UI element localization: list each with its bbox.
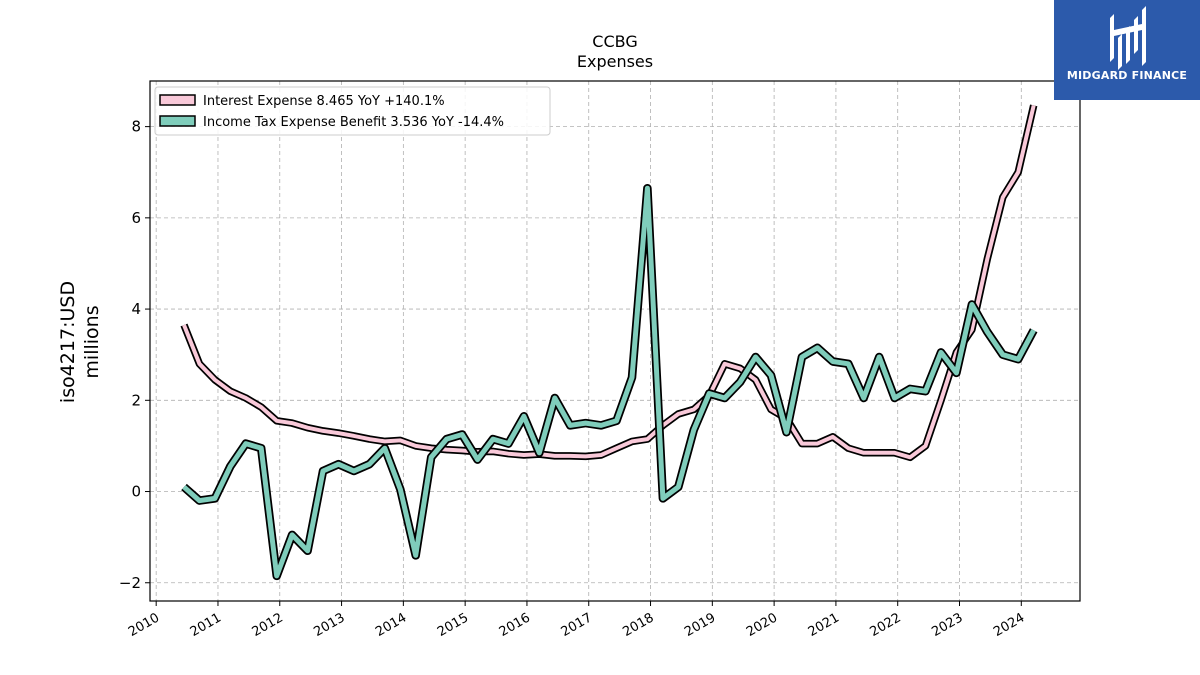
x-tick-label: 2012 <box>250 610 286 640</box>
series-lines <box>180 104 1038 581</box>
y-tick-label: 2 <box>131 391 141 409</box>
plot-frame <box>149 80 1081 602</box>
y-tick-label: 6 <box>131 209 141 227</box>
legend-box <box>154 86 551 136</box>
chart-title: CCBG <box>592 32 637 51</box>
logo-mark-icon <box>1110 6 1146 70</box>
brand-name: MIDGARD FINANCE <box>1066 69 1188 82</box>
legend: Interest Expense 8.465 YoY +140.1% Incom… <box>154 86 551 136</box>
y-axis: −2 0 2 4 6 8 <box>119 118 150 592</box>
y-tick-label: 4 <box>131 300 141 318</box>
legend-label-income-tax: Income Tax Expense Benefit 3.536 YoY -14… <box>203 115 504 130</box>
chart-subtitle: Expenses <box>577 52 653 71</box>
x-tick-label: 2019 <box>682 610 718 640</box>
legend-swatch-interest-expense <box>159 94 196 106</box>
grid <box>150 81 1080 601</box>
x-tick-label: 2010 <box>126 610 162 640</box>
x-tick-label: 2021 <box>806 610 842 640</box>
y-tick-label: 8 <box>131 118 141 136</box>
x-tick-label: 2013 <box>311 610 347 640</box>
series-line-interest-expense <box>182 104 1036 460</box>
x-tick-label: 2018 <box>620 610 656 640</box>
y-axis-label-line2: millions <box>81 305 103 378</box>
y-tick-label: 0 <box>131 483 141 501</box>
x-tick-label: 2015 <box>435 610 471 640</box>
y-tick-label: −2 <box>119 574 141 592</box>
x-tick-label: 2014 <box>373 610 409 640</box>
series-line-income-tax-expense-benefit <box>182 185 1036 579</box>
legend-label-interest-expense: Interest Expense 8.465 YoY +140.1% <box>203 94 445 109</box>
x-tick-label: 2017 <box>559 610 595 640</box>
x-tick-label: 2016 <box>497 610 533 640</box>
x-tick-label: 2020 <box>744 610 780 640</box>
brand-logo: MIDGARD FINANCE <box>1054 0 1200 100</box>
legend-swatch-income-tax <box>159 115 196 127</box>
x-tick-label: 2024 <box>991 610 1027 640</box>
x-tick-label: 2011 <box>188 610 224 640</box>
x-axis: 2010 2011 2012 2013 2014 2015 2016 2017 2018 2019… <box>126 601 1027 640</box>
y-axis-label-line1: iso4217:USD <box>57 281 79 403</box>
x-tick-label: 2022 <box>868 610 904 640</box>
x-tick-label: 2023 <box>929 610 965 640</box>
series-outline-interest-expense <box>180 104 1038 462</box>
